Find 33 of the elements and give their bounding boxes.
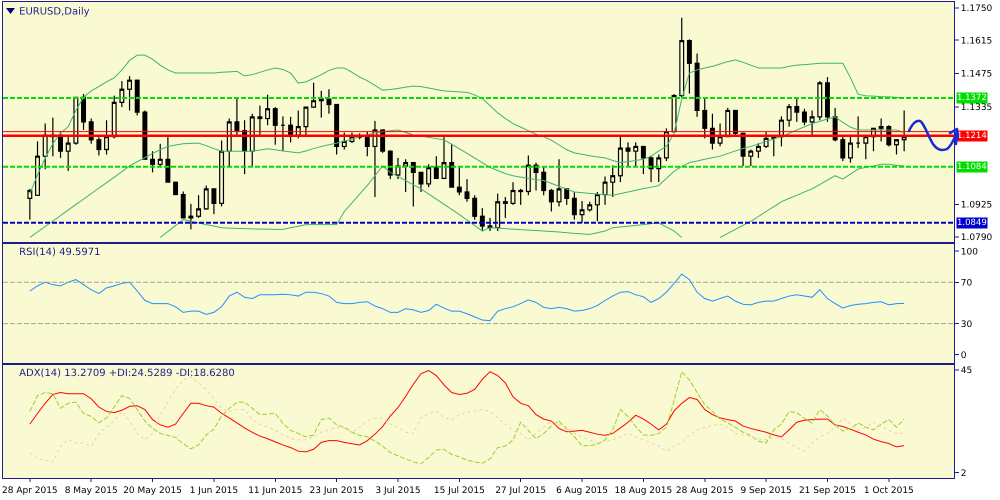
y-tick-label: 1.0925 [960, 200, 992, 211]
chart-title: RSI(14) 49.5971 [19, 247, 100, 258]
x-tick-label: 9 Sep 2015 [740, 486, 792, 496]
y-tick-label: 1.1335 [960, 103, 992, 114]
y-tick-label: 1.1615 [960, 36, 992, 46]
x-tick-label: 28 Apr 2015 [2, 486, 58, 496]
y-tick-label: 45 [960, 366, 972, 376]
x-tick-label: 11 Jun 2015 [248, 486, 302, 496]
x-tick-label: 21 Sep 2015 [798, 486, 856, 496]
x-tick-label: 18 Aug 2015 [614, 486, 672, 496]
x-tick-label: 1 Oct 2015 [864, 486, 914, 496]
x-tick-label: 27 Jul 2015 [495, 486, 546, 496]
x-tick-label: 15 Jul 2015 [434, 486, 485, 496]
x-tick-label: 20 May 2015 [123, 486, 182, 496]
ref-line-label: 1.1084 [957, 162, 987, 172]
y-tick-label: 30 [960, 320, 973, 330]
y-tick-label: 0 [960, 350, 967, 361]
y-tick-label: 1.1475 [960, 70, 992, 80]
y-tick-label: 100 [960, 247, 978, 258]
y-tick-label: 70 [960, 278, 973, 288]
x-tick-label: 28 Aug 2015 [676, 486, 734, 496]
y-tick-label: 1.0790 [960, 232, 993, 243]
x-tick-label: 23 Jun 2015 [310, 486, 364, 496]
x-tick-label: 3 Jul 2015 [375, 486, 421, 496]
ref-line-label: 1.0849 [957, 218, 987, 228]
ref-line-label: 1.1372 [957, 93, 987, 103]
x-tick-label: 6 Aug 2015 [556, 486, 608, 496]
x-tick-label: 8 May 2015 [64, 486, 118, 496]
x-tick-label: 1 Jun 2015 [190, 486, 238, 496]
y-tick-label: 1.1750 [960, 4, 993, 14]
y-tick-label: 2 [960, 468, 967, 479]
chart-title: ADX(14) 13.2709 +DI:24.5289 -DI:18.6280 [19, 368, 235, 380]
chart-title: EURUSD,Daily [19, 6, 90, 18]
